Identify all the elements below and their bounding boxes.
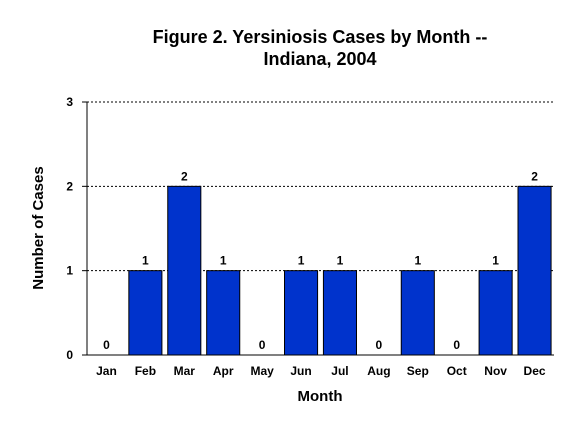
y-tick-label: 1 bbox=[66, 264, 73, 278]
bar-nov bbox=[478, 270, 513, 356]
data-label-nov: 1 bbox=[492, 254, 499, 268]
gridlines bbox=[82, 101, 554, 356]
data-label-jun: 1 bbox=[298, 254, 305, 268]
x-tick-label-apr: Apr bbox=[213, 364, 234, 378]
data-label-dec: 2 bbox=[531, 169, 538, 183]
x-tick-label-dec: Dec bbox=[524, 364, 546, 378]
chart-title-line-2: Indiana, 2004 bbox=[263, 49, 376, 69]
y-axis-label: Number of Cases bbox=[30, 166, 47, 289]
bar-sep bbox=[400, 270, 435, 356]
data-label-feb: 1 bbox=[142, 254, 149, 268]
data-label-sep: 1 bbox=[414, 254, 421, 268]
data-label-mar: 2 bbox=[181, 169, 188, 183]
y-tick-label: 0 bbox=[66, 348, 73, 362]
data-label-may: 0 bbox=[259, 338, 266, 352]
bar-dec bbox=[517, 185, 552, 356]
x-tick-label-jan: Jan bbox=[96, 364, 117, 378]
y-tick-label: 2 bbox=[66, 179, 73, 193]
x-tick-label-aug: Aug bbox=[367, 364, 390, 378]
x-tick-labels: Jan Feb Mar Apr May Jun Jul Aug Sep Oct Nov Dec bbox=[96, 364, 546, 378]
x-axis-label: Month bbox=[298, 388, 343, 405]
x-tick-label-feb: Feb bbox=[135, 364, 156, 378]
x-tick-label-may: May bbox=[250, 364, 274, 378]
x-tick-label-mar: Mar bbox=[174, 364, 196, 378]
x-tick-label-jul: Jul bbox=[331, 364, 348, 378]
x-tick-label-oct: Oct bbox=[447, 364, 467, 378]
data-label-jan: 0 bbox=[103, 338, 110, 352]
data-label-aug: 0 bbox=[376, 338, 383, 352]
data-labels: 0 1 2 1 0 1 1 0 1 0 1 2 bbox=[103, 169, 538, 352]
x-tick-label-jun: Jun bbox=[290, 364, 311, 378]
bar-jun bbox=[284, 270, 319, 356]
bar-apr bbox=[206, 270, 241, 356]
data-label-oct: 0 bbox=[453, 338, 460, 352]
bar-mar bbox=[167, 185, 202, 356]
data-label-apr: 1 bbox=[220, 254, 227, 268]
bar-feb bbox=[128, 270, 163, 356]
bars bbox=[128, 185, 552, 356]
x-tick-label-sep: Sep bbox=[407, 364, 429, 378]
y-tick-label: 3 bbox=[66, 95, 73, 109]
chart-title-line-1: Figure 2. Yersiniosis Cases by Month -- bbox=[153, 27, 488, 47]
y-tick-labels: 0 1 2 3 bbox=[66, 95, 73, 362]
bar-jul bbox=[322, 270, 357, 356]
x-tick-label-nov: Nov bbox=[484, 364, 507, 378]
data-label-jul: 1 bbox=[337, 254, 344, 268]
